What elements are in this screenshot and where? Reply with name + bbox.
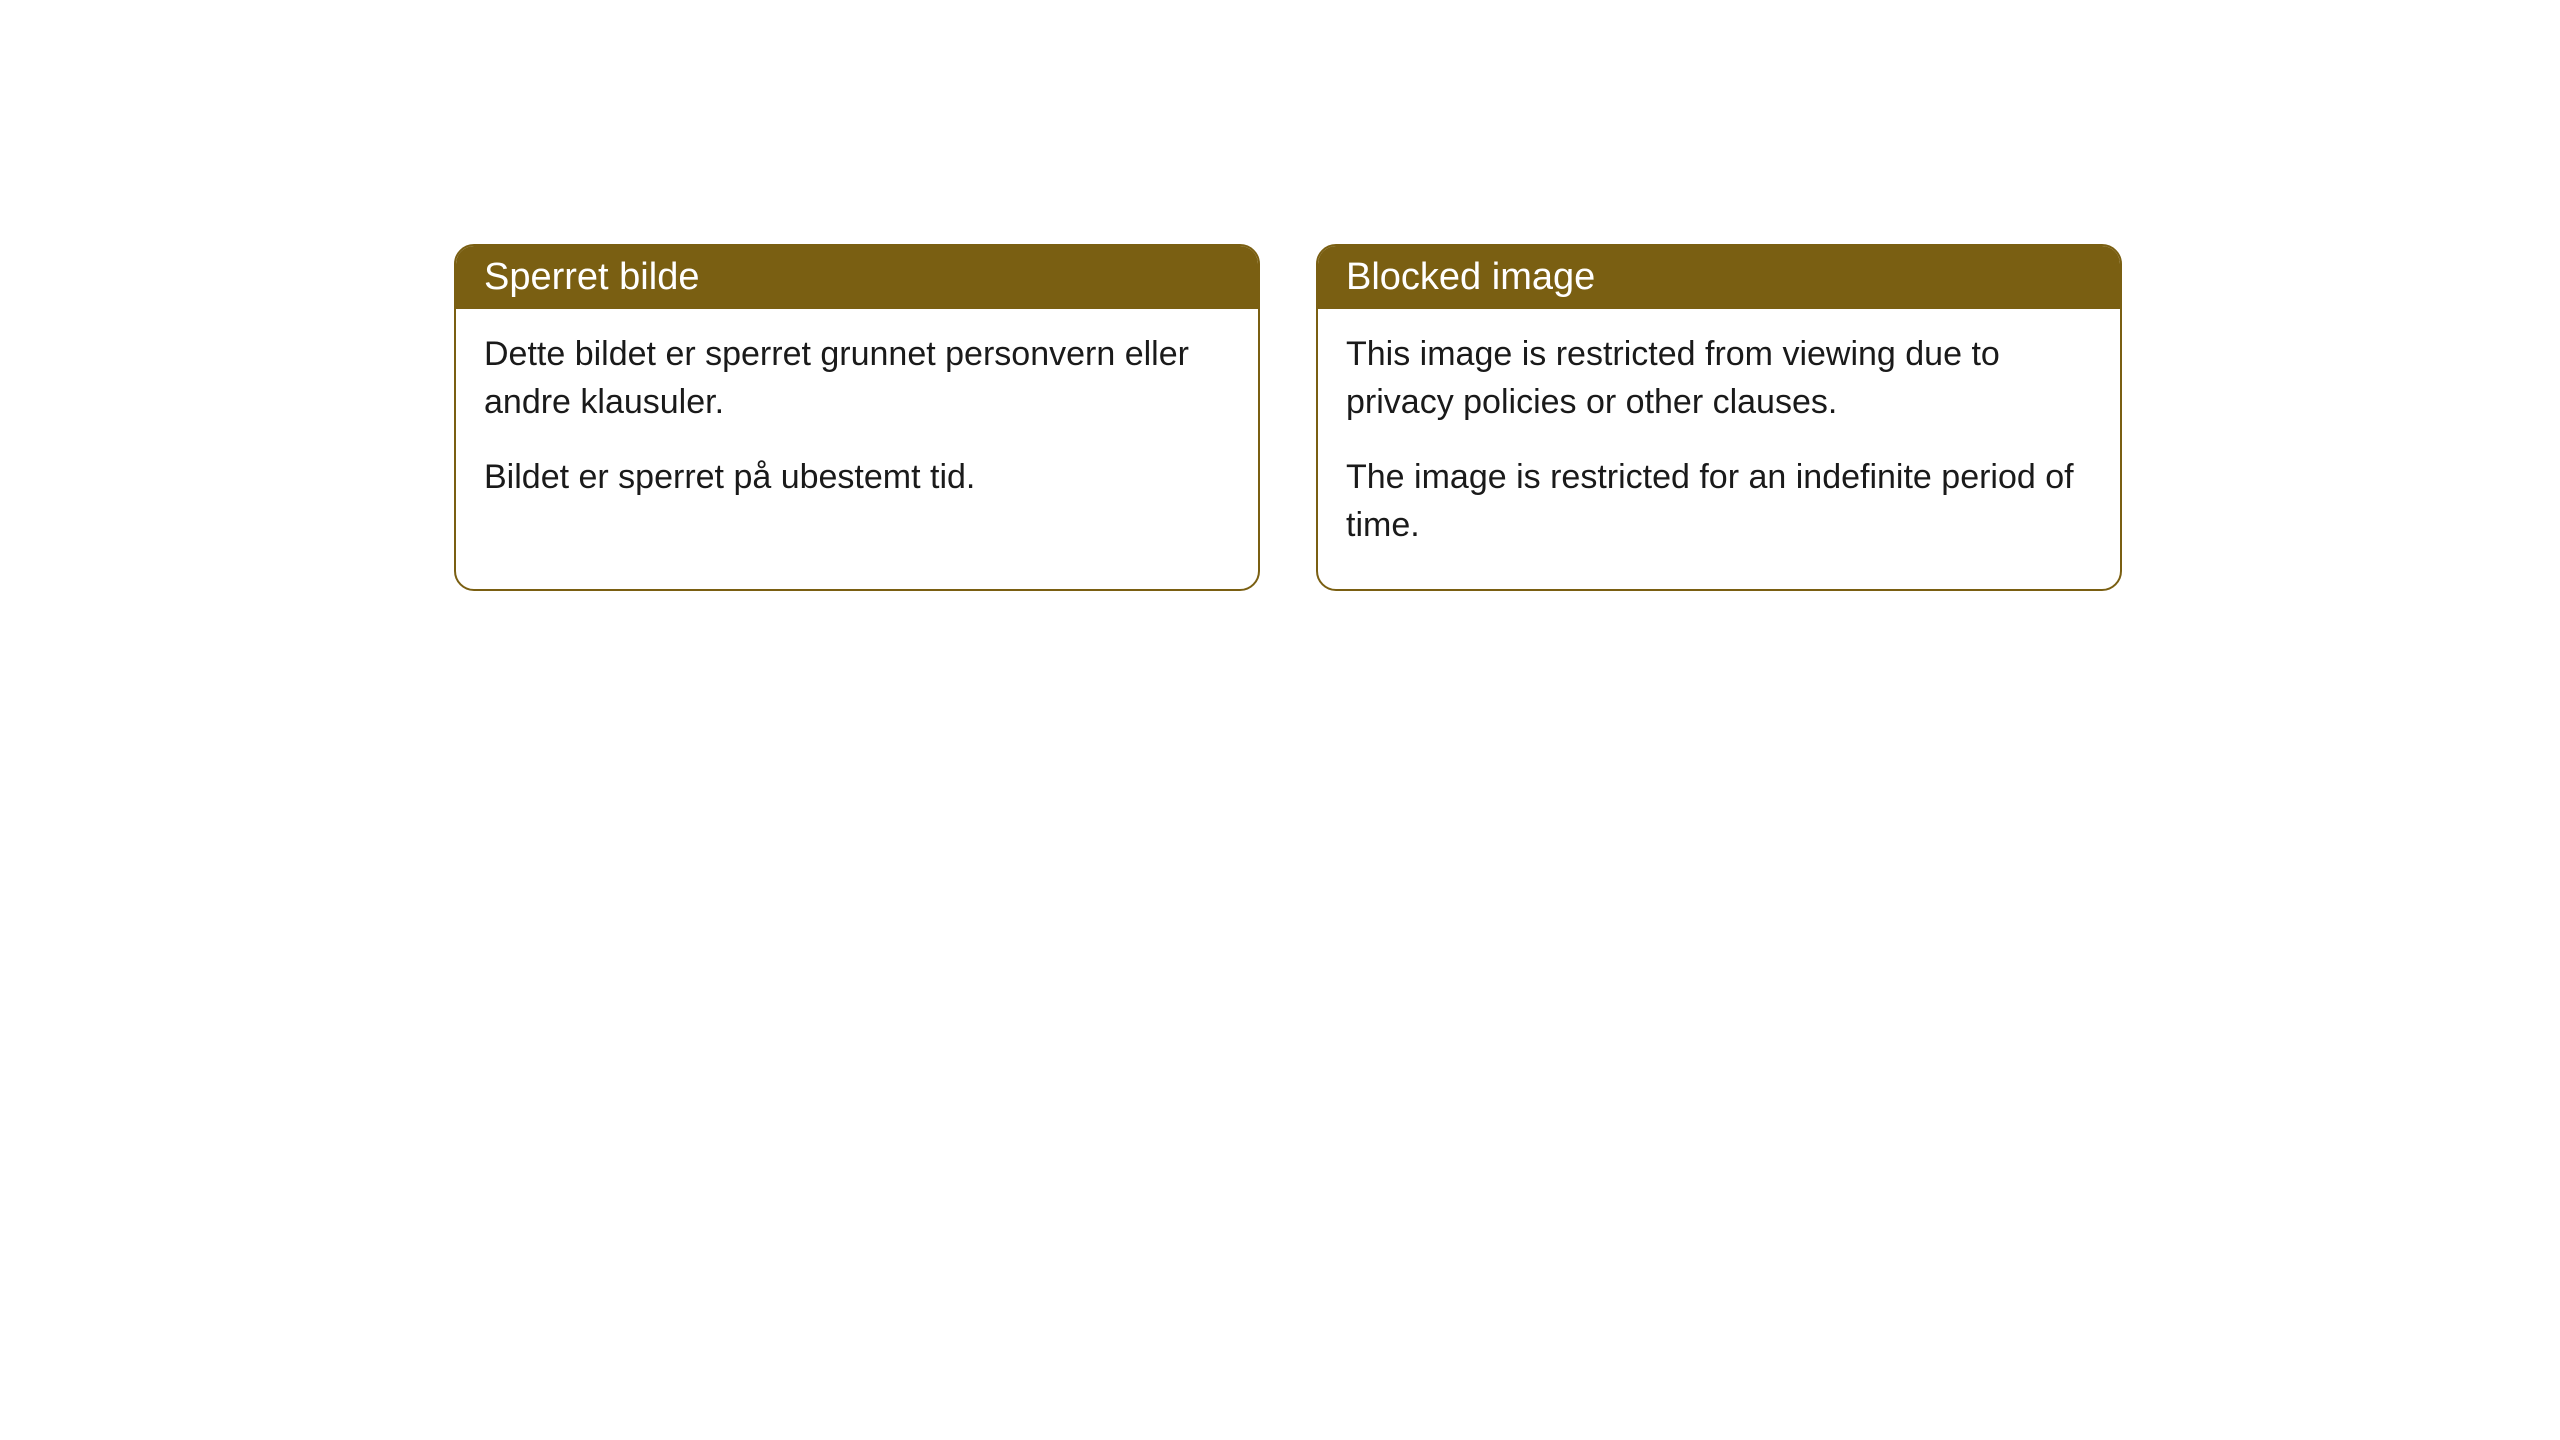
card-body-english: This image is restricted from viewing du… (1318, 309, 2120, 589)
card-title-norwegian: Sperret bilde (484, 256, 699, 298)
card-title-english: Blocked image (1346, 256, 1595, 298)
card-paragraph-1-norwegian: Dette bildet er sperret grunnet personve… (484, 331, 1230, 426)
card-body-norwegian: Dette bildet er sperret grunnet personve… (456, 309, 1258, 542)
card-header-english: Blocked image (1318, 246, 2120, 309)
card-paragraph-1-english: This image is restricted from viewing du… (1346, 331, 2092, 426)
card-paragraph-2-english: The image is restricted for an indefinit… (1346, 454, 2092, 549)
card-paragraph-2-norwegian: Bildet er sperret på ubestemt tid. (484, 454, 1230, 502)
card-header-norwegian: Sperret bilde (456, 246, 1258, 309)
cards-container: Sperret bilde Dette bildet er sperret gr… (454, 244, 2122, 591)
card-english: Blocked image This image is restricted f… (1316, 244, 2122, 591)
card-norwegian: Sperret bilde Dette bildet er sperret gr… (454, 244, 1260, 591)
